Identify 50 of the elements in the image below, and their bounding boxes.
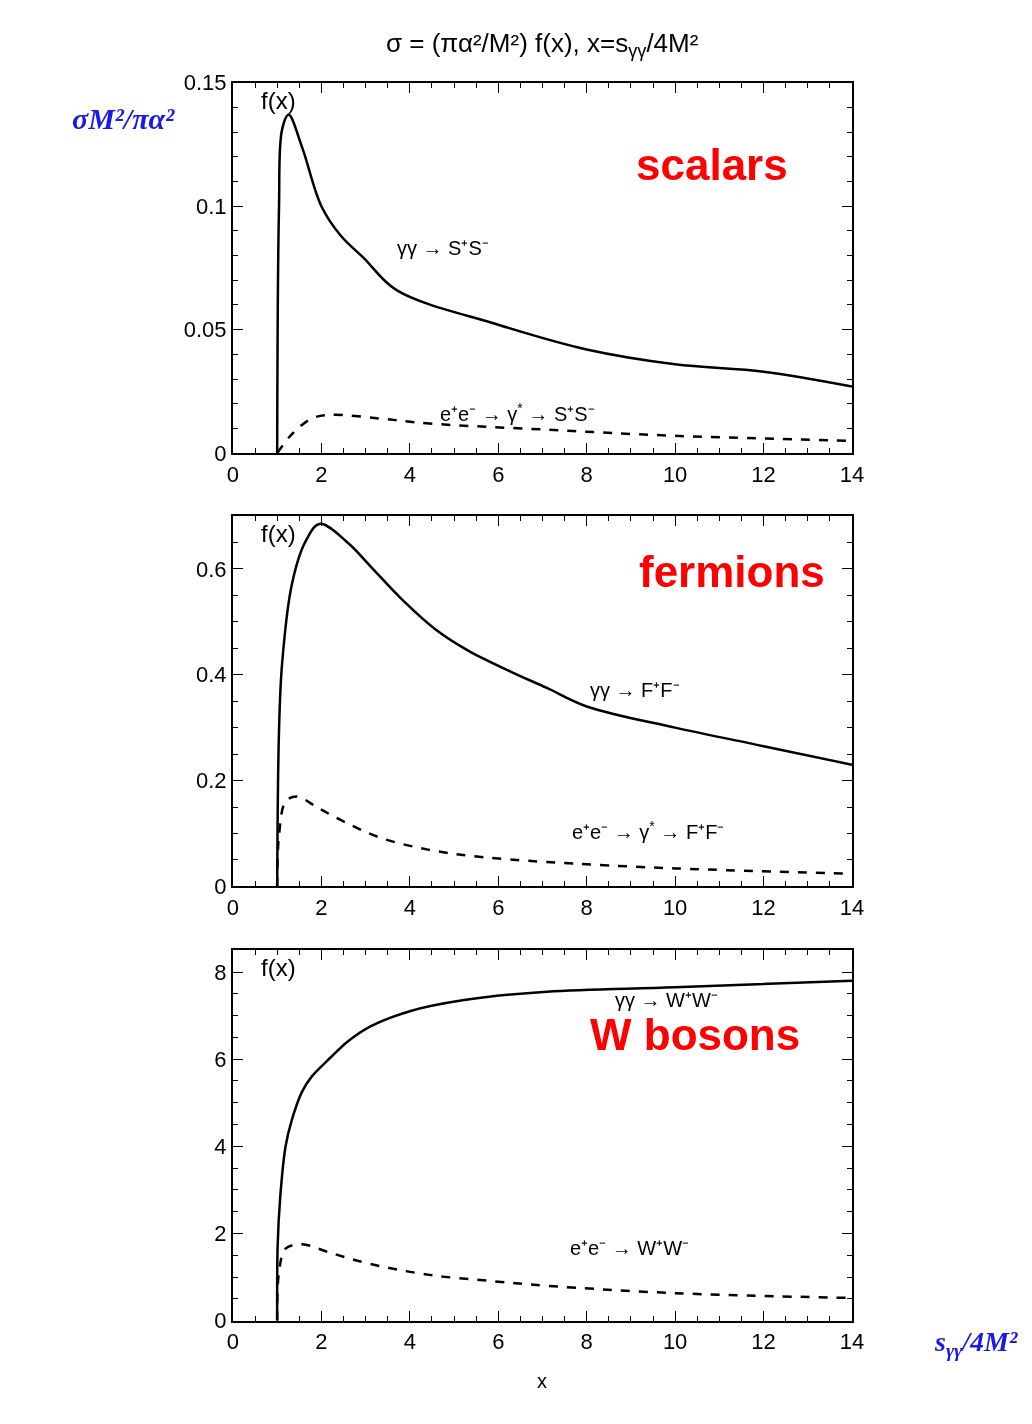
x-tick-label: 10 <box>662 461 688 487</box>
x-tick-label: 14 <box>839 894 865 920</box>
x-tick-label: 4 <box>403 1329 416 1355</box>
y-tick-label: 0.6 <box>195 556 227 582</box>
y-tick-label: 6 <box>214 1046 227 1072</box>
x-tick-label: 12 <box>751 894 776 920</box>
x-tick-label: 12 <box>751 461 776 487</box>
x-tick-label: 6 <box>492 461 505 487</box>
y-tick-label: 0 <box>214 1308 227 1334</box>
x-tick-label: 8 <box>580 894 593 920</box>
x-tick-label: 4 <box>403 894 416 920</box>
y-tick-label: 4 <box>214 1134 227 1160</box>
y-tick-label: 0.2 <box>195 768 227 794</box>
x-tick-label: 14 <box>839 461 865 487</box>
x-axis-title: x <box>537 1370 547 1392</box>
x-tick-label: 2 <box>315 894 328 920</box>
text: σM²/πα² <box>72 102 176 135</box>
y-axis-title: f(x) <box>261 87 296 114</box>
y-tick-label: 0.1 <box>195 193 227 219</box>
y-tick-label: 0.05 <box>183 317 227 343</box>
y-tick-label: 2 <box>214 1221 227 1247</box>
x-tick-label: 14 <box>839 1329 865 1355</box>
x-tick-label: 6 <box>492 1329 505 1355</box>
y-axis-title: f(x) <box>261 520 296 547</box>
annotation: W bosons <box>590 1010 801 1059</box>
y-tick-label: 0.4 <box>195 662 227 688</box>
x-tick-label: 6 <box>492 894 505 920</box>
x-tick-label: 10 <box>662 1329 688 1355</box>
series-label: γγ → W⁺W⁻ <box>615 989 718 1011</box>
x-tick-label: 8 <box>580 1329 593 1355</box>
text: s$_{γγ}$/4M² <box>934 1326 1018 1361</box>
chart-title: σ = (πα²/M²) f(x), x=s$_{γγ}$/4M² <box>386 28 699 62</box>
y-tick-label: 0 <box>214 440 227 466</box>
series-label: γγ → S⁺S⁻ <box>397 237 489 259</box>
x-tick-label: 10 <box>662 894 688 920</box>
y-tick-label: 8 <box>214 959 227 985</box>
y-tick-label: 0 <box>214 874 227 900</box>
x-tick-label: 2 <box>315 461 328 487</box>
series-label: e⁺e⁻ → W⁺W⁻ <box>570 1237 690 1259</box>
y-axis-title: f(x) <box>261 954 296 981</box>
x-tick-label: 12 <box>751 1329 776 1355</box>
x-tick-label: 4 <box>403 461 416 487</box>
series-label: γγ → F⁺F⁻ <box>590 679 680 701</box>
annotation: scalars <box>636 140 788 189</box>
series-label: e⁺e⁻ → γ$^{*}$ → S⁺S⁻ <box>440 400 595 426</box>
series-label: e⁺e⁻ → γ$^{*}$ → F⁺F⁻ <box>572 818 725 844</box>
x-tick-label: 2 <box>315 1329 328 1355</box>
x-tick-label: 8 <box>580 461 593 487</box>
y-tick-label: 0.15 <box>183 70 227 96</box>
annotation: fermions <box>639 547 825 596</box>
